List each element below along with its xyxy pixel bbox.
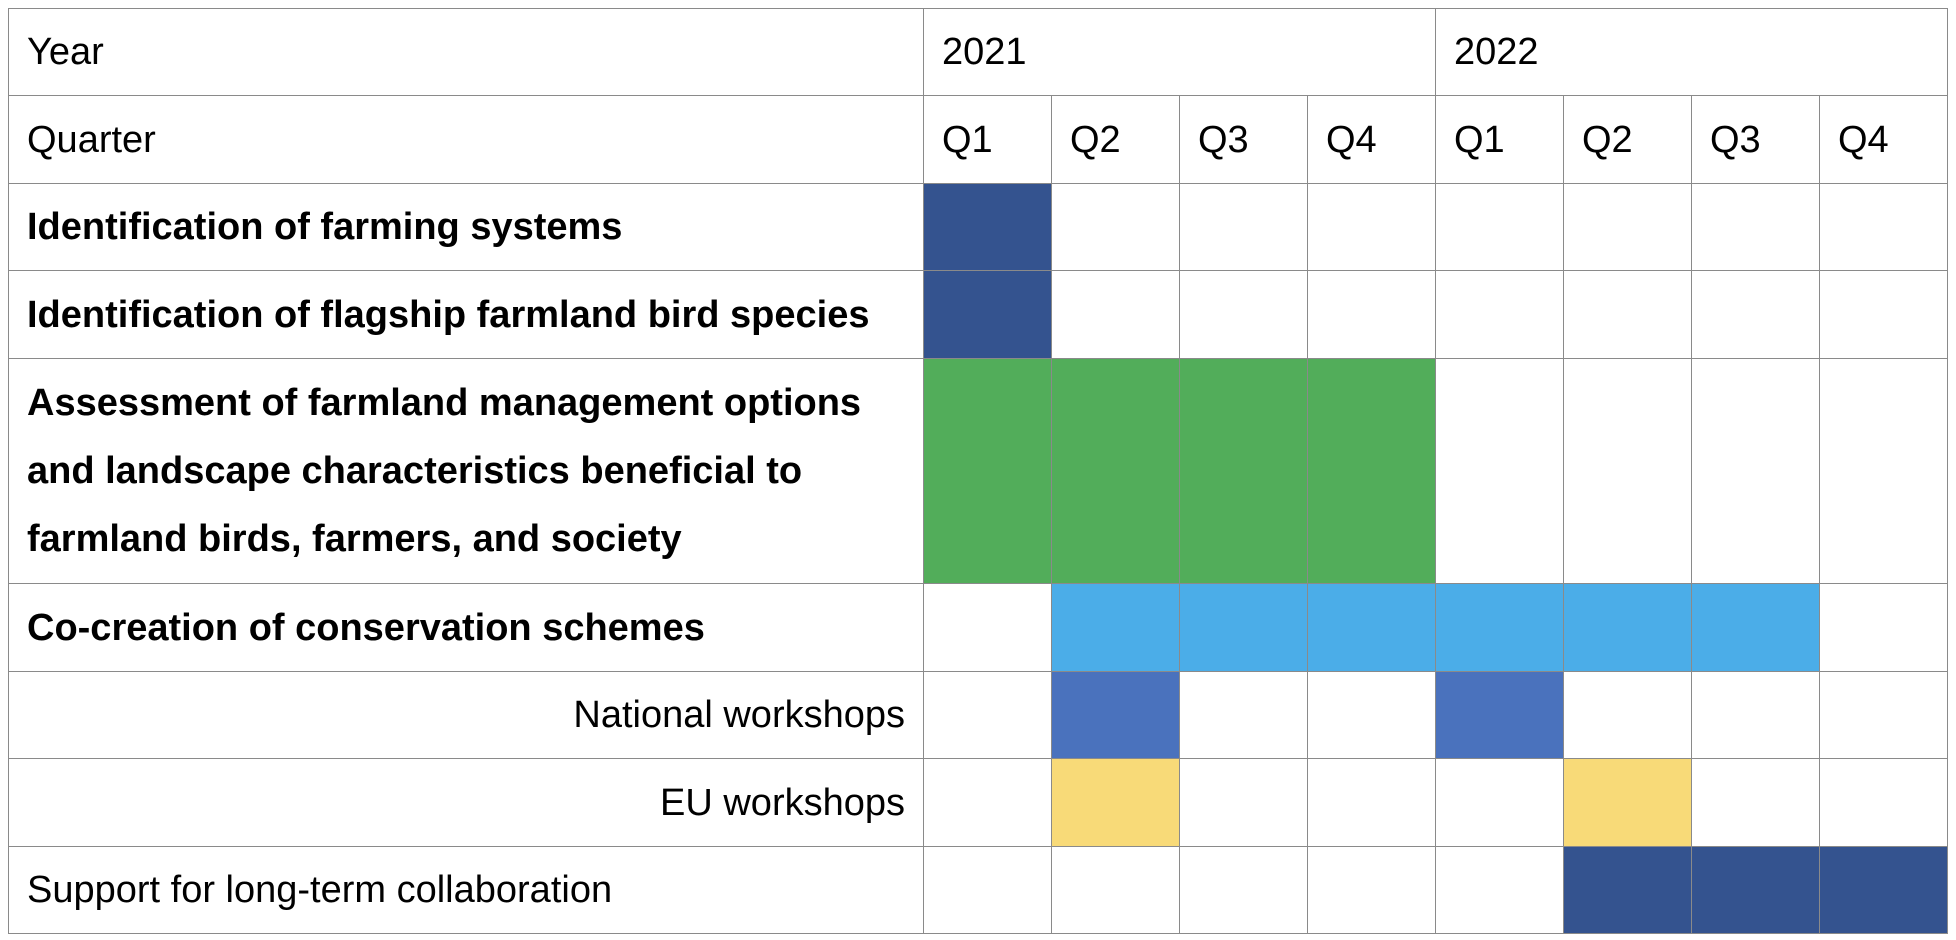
timeline-empty-cell [1691, 270, 1820, 359]
quarter-header: Q2 [1051, 95, 1180, 184]
timeline-empty-cell [1819, 758, 1948, 847]
year-row: Year 2021 2022 [8, 8, 1948, 96]
timeline-empty-cell [1179, 758, 1308, 847]
timeline-empty-cell [1819, 183, 1948, 271]
timeline-empty-cell [1691, 758, 1820, 847]
timeline-empty-cell [923, 583, 1052, 672]
timeline-empty-cell [1051, 183, 1180, 271]
task-label: Identification of farming systems [8, 183, 924, 271]
quarter-label: Quarter [8, 95, 924, 184]
timeline-empty-cell [1563, 270, 1692, 359]
task-row: Assessment of farmland management option… [8, 358, 1948, 584]
timeline-empty-cell [1435, 183, 1564, 271]
timeline-bar-cell [1307, 358, 1436, 584]
timeline-bar-cell [923, 183, 1052, 271]
timeline-empty-cell [1819, 583, 1948, 672]
timeline-bar-cell [1051, 758, 1180, 847]
year-2022: 2022 [1435, 8, 1948, 96]
timeline-bar-cell [1051, 671, 1180, 759]
quarter-header: Q4 [1819, 95, 1948, 184]
quarter-header: Q4 [1307, 95, 1436, 184]
task-label: Co-creation of conservation schemes [8, 583, 924, 672]
timeline-empty-cell [1819, 671, 1948, 759]
timeline-empty-cell [1563, 183, 1692, 271]
timeline-empty-cell [1435, 758, 1564, 847]
year-2021: 2021 [923, 8, 1436, 96]
timeline-bar-cell [1563, 846, 1692, 934]
timeline-empty-cell [923, 671, 1052, 759]
timeline-bar-cell [1051, 358, 1180, 584]
task-label: Support for long-term collaboration [8, 846, 924, 934]
task-row: Co-creation of conservation schemes [8, 583, 1948, 672]
quarter-header: Q1 [923, 95, 1052, 184]
timeline-empty-cell [1051, 270, 1180, 359]
timeline-empty-cell [1179, 846, 1308, 934]
quarter-header: Q1 [1435, 95, 1564, 184]
timeline-bar-cell [1563, 583, 1692, 672]
task-row: Identification of farming systems [8, 183, 1948, 271]
task-label: National workshops [8, 671, 924, 759]
timeline-empty-cell [1307, 270, 1436, 359]
task-label: Identification of flagship farmland bird… [8, 270, 924, 359]
timeline-bar-cell [1051, 583, 1180, 672]
quarter-header: Q2 [1563, 95, 1692, 184]
timeline-bar-cell [1691, 583, 1820, 672]
timeline-empty-cell [1307, 183, 1436, 271]
timeline-empty-cell [1563, 671, 1692, 759]
timeline-bar-cell [1563, 758, 1692, 847]
quarter-row: Quarter Q1 Q2 Q3 Q4 Q1 Q2 Q3 Q4 [8, 95, 1948, 184]
task-label: Assessment of farmland management option… [8, 358, 924, 584]
timeline-empty-cell [1691, 358, 1820, 584]
timeline-bar-cell [923, 358, 1052, 584]
task-row: National workshops [8, 671, 1948, 759]
timeline-bar-cell [1179, 358, 1308, 584]
timeline-bar-cell [1435, 583, 1564, 672]
timeline-empty-cell [923, 758, 1052, 847]
timeline-empty-cell [1307, 671, 1436, 759]
task-row: Support for long-term collaboration [8, 846, 1948, 934]
timeline-empty-cell [1179, 183, 1308, 271]
task-label: EU workshops [8, 758, 924, 847]
timeline-empty-cell [1307, 846, 1436, 934]
timeline-empty-cell [1051, 846, 1180, 934]
quarter-header: Q3 [1691, 95, 1820, 184]
timeline-empty-cell [1691, 183, 1820, 271]
timeline-empty-cell [923, 846, 1052, 934]
timeline-empty-cell [1691, 671, 1820, 759]
timeline-bar-cell [1307, 583, 1436, 672]
timeline-empty-cell [1179, 671, 1308, 759]
timeline-empty-cell [1435, 846, 1564, 934]
gantt-table: Year 2021 2022 Quarter Q1 Q2 Q3 Q4 Q1 Q2… [8, 8, 1948, 934]
year-label: Year [8, 8, 924, 96]
quarter-header: Q3 [1179, 95, 1308, 184]
timeline-bar-cell [1819, 846, 1948, 934]
timeline-bar-cell [923, 270, 1052, 359]
timeline-empty-cell [1307, 758, 1436, 847]
task-row: EU workshops [8, 758, 1948, 847]
timeline-bar-cell [1179, 583, 1308, 672]
timeline-empty-cell [1435, 358, 1564, 584]
timeline-empty-cell [1563, 358, 1692, 584]
timeline-bar-cell [1691, 846, 1820, 934]
gantt-body: Year 2021 2022 Quarter Q1 Q2 Q3 Q4 Q1 Q2… [8, 8, 1948, 934]
timeline-empty-cell [1819, 358, 1948, 584]
timeline-bar-cell [1435, 671, 1564, 759]
task-row: Identification of flagship farmland bird… [8, 270, 1948, 359]
timeline-empty-cell [1179, 270, 1308, 359]
timeline-empty-cell [1819, 270, 1948, 359]
timeline-empty-cell [1435, 270, 1564, 359]
